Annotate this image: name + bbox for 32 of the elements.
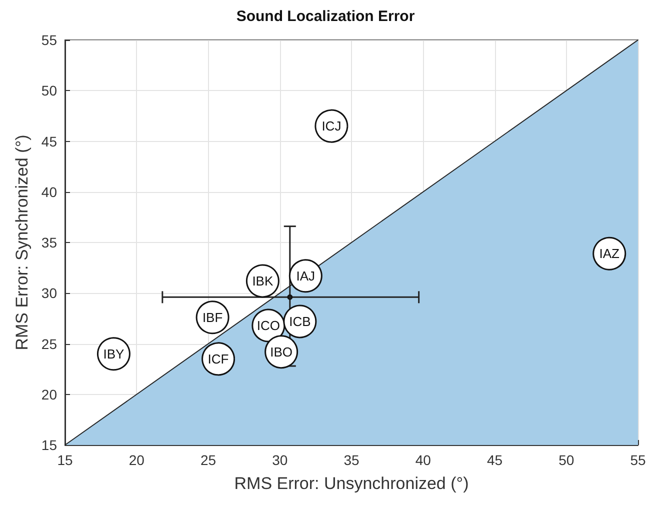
series-label: IBK [252, 273, 274, 288]
x-tick-label: 20 [128, 452, 145, 468]
y-tick-label: 25 [41, 336, 58, 352]
x-tick-label: 15 [57, 452, 73, 468]
series-label: IBO [270, 344, 293, 360]
series-label: IBY [103, 346, 125, 362]
x-axis-title: RMS Error: Unsynchronized (°) [234, 474, 469, 493]
x-tick-label: 45 [486, 452, 503, 468]
point [287, 294, 293, 300]
x-tick-label: 25 [200, 452, 216, 468]
y-tick-label: 20 [41, 386, 58, 402]
y-tick-label: 45 [41, 133, 58, 150]
y-tick-label: 40 [41, 184, 58, 200]
series-label: ICO [256, 318, 280, 334]
chart-title: Sound Localization Error [236, 8, 415, 25]
y-tick-label: 15 [41, 437, 58, 453]
x-tick-label: 50 [558, 452, 574, 468]
y-tick-label: 30 [41, 285, 58, 302]
series-label: IBF [202, 310, 223, 325]
x-tick-label: 40 [415, 452, 432, 468]
y-axis-title: RMS Error: Synchronized (°) [12, 134, 32, 350]
y-tick-label: 55 [41, 32, 58, 48]
series-label: ICF [208, 351, 229, 366]
y-tick-label: 35 [41, 234, 58, 250]
series-label: IAZ [599, 246, 620, 262]
x-tick-label: 35 [344, 452, 360, 468]
series-label: ICB [289, 314, 311, 329]
x-tick-label: 30 [272, 452, 288, 468]
y-tick-label: 50 [41, 82, 58, 99]
x-tick-label: 55 [630, 452, 646, 468]
series-label: IAJ [296, 268, 316, 284]
series-label: ICJ [322, 118, 342, 134]
